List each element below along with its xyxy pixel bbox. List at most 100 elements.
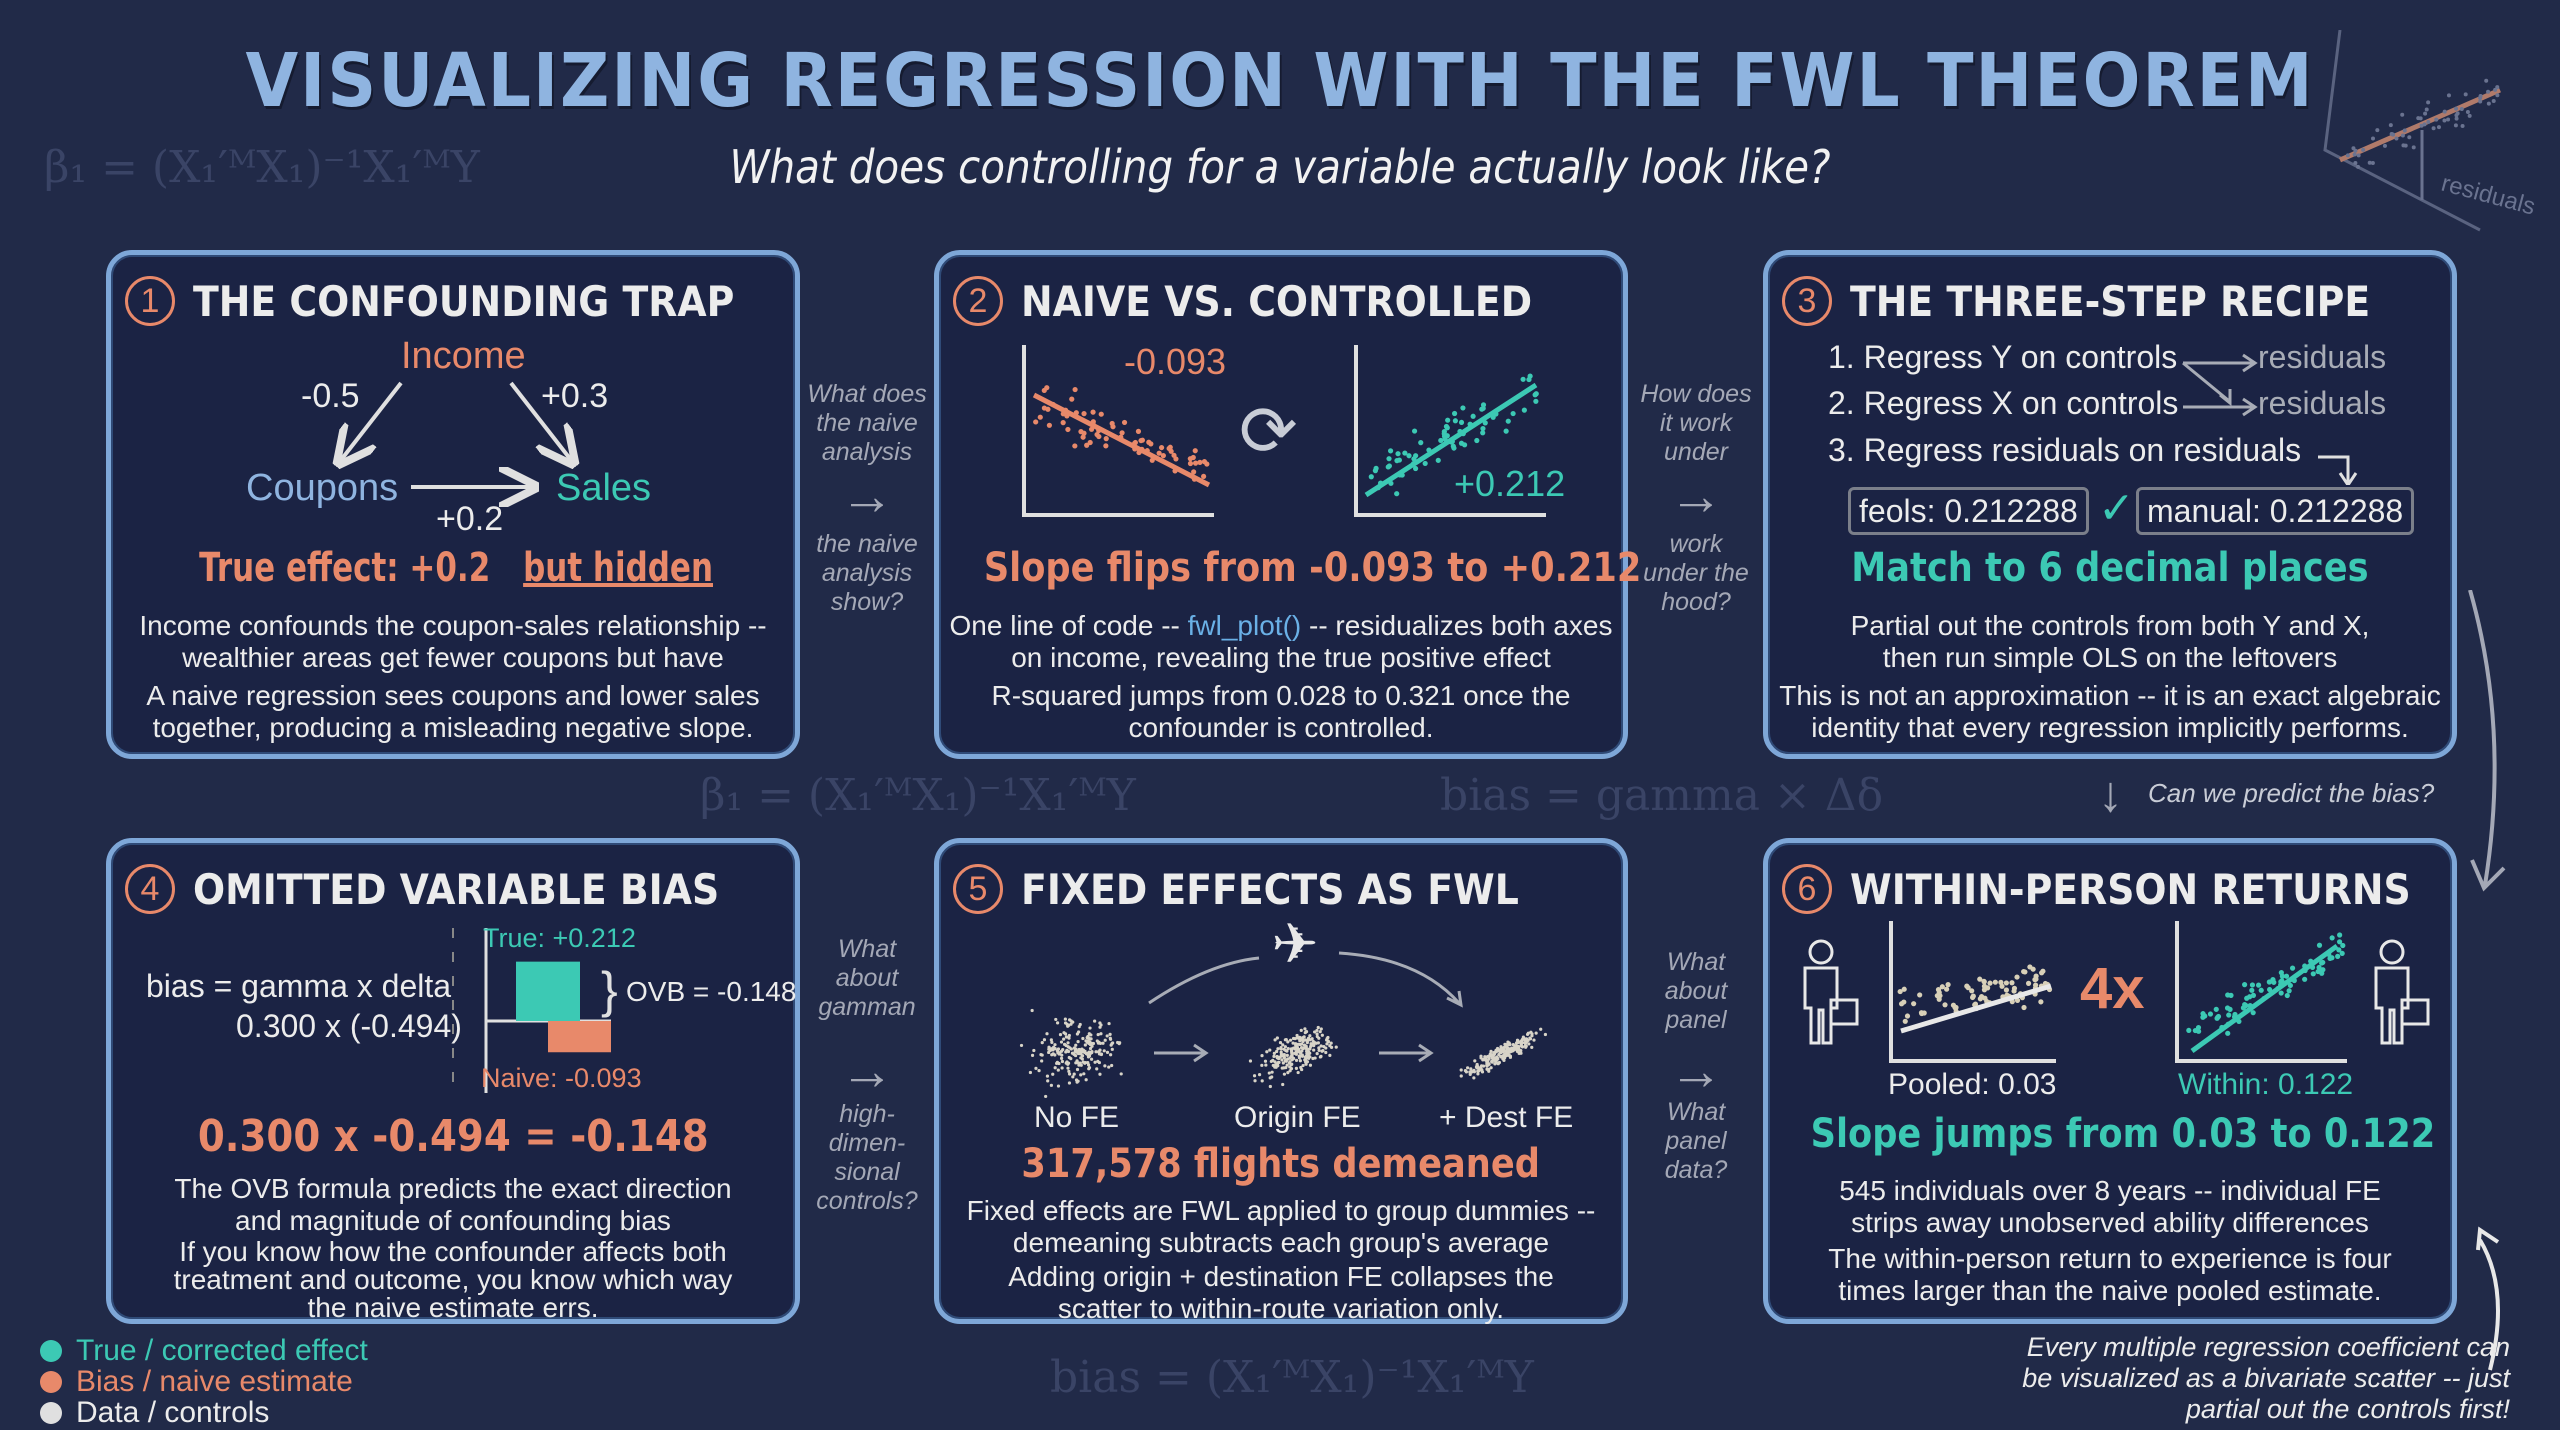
formula-bias: bias = gamma × Δδ [1440, 770, 1884, 821]
fe-cloud-diagram: ✈ [1019, 913, 1548, 1099]
cloud-dot [1088, 1026, 1092, 1030]
cloud-dot [1304, 1047, 1308, 1051]
cloud-dot [1087, 1050, 1091, 1054]
scatter-dot [1395, 451, 1401, 457]
edge-label-coupons-sales: +0.2 [436, 500, 504, 538]
ovb-label: OVB = -0.148 [626, 976, 797, 1007]
cloud-dot [1308, 1034, 1312, 1038]
cloud-dot [1040, 1053, 1044, 1057]
corner-dot [2422, 122, 2427, 127]
cloud-dot [1028, 1070, 1033, 1075]
cloud-dot [1520, 1041, 1524, 1045]
scatter-dot [1146, 439, 1152, 445]
connector-question: How does it work under [1640, 380, 1752, 466]
scatter-dot [1919, 1010, 1925, 1017]
scatter-dot [1445, 417, 1451, 423]
cloud-dot [1305, 1049, 1309, 1053]
cycle-arrows-icon: ⟳ [1239, 392, 1298, 470]
scatter-dot [2033, 982, 2039, 988]
scatter-dot [1999, 983, 2005, 989]
cloud-dot [1313, 1030, 1317, 1034]
cloud-dot [1062, 1037, 1066, 1041]
body-text-2: This is not an approximation -- it is an… [1779, 680, 2441, 743]
cloud-dot [1280, 1066, 1284, 1070]
cloud-dot [1299, 1028, 1303, 1032]
code-fwl-plot: fwl_plot() [1187, 610, 1302, 641]
scatter-dot [1060, 420, 1066, 426]
cloud-dot [1059, 1049, 1064, 1053]
cloud-dot [1075, 1032, 1080, 1036]
corner-dot [2446, 93, 2451, 98]
cloud-dot [1301, 1063, 1305, 1068]
cloud-dot [1504, 1054, 1508, 1058]
scatter-dot [1078, 429, 1084, 435]
cloud-dot [1328, 1053, 1332, 1057]
scatter-dot [1406, 453, 1412, 459]
cloud-dot [1064, 1050, 1068, 1054]
legend-dot [40, 1340, 62, 1362]
cloud-dot [1089, 1037, 1093, 1041]
cloud-dot [1268, 1048, 1272, 1052]
cloud-dot [1084, 1078, 1088, 1082]
legend-item-bias: Bias / naive estimate [40, 1365, 353, 1399]
cloud-dot [1523, 1044, 1527, 1048]
cloud-dot [1060, 1059, 1065, 1064]
scatter-dot [1046, 422, 1052, 428]
scatter-dot [1065, 426, 1071, 433]
scatter-dot [1368, 474, 1374, 480]
cloud-dot [1040, 1041, 1044, 1045]
corner-dot [2370, 160, 2375, 165]
cloud-dot [1048, 1048, 1052, 1053]
cloud-dot [1049, 1038, 1053, 1042]
cloud-dot [1275, 1049, 1279, 1054]
cloud-dot [1053, 1046, 1057, 1051]
scatter-dot [1897, 988, 1903, 995]
cloud-dot [1480, 1068, 1484, 1072]
scatter-dot [1201, 473, 1207, 480]
cloud-dot [1305, 1040, 1309, 1045]
ovb-formula: bias = gamma x delta [146, 968, 452, 1004]
cloud-dot [1050, 1053, 1054, 1057]
scatter-dot [1902, 1018, 1908, 1024]
cloud-dot [1286, 1040, 1290, 1044]
headline: 0.300 x -0.494 = -0.148 [197, 1111, 709, 1162]
corner-dot [2460, 124, 2465, 129]
cloud-dot [1320, 1049, 1324, 1053]
cloud-dot [1487, 1062, 1491, 1066]
cloud-dot [1064, 1043, 1068, 1048]
cloud-dot [1268, 1084, 1272, 1089]
cloud-dot [1489, 1066, 1493, 1070]
panel-title: NAIVE VS. CONTROLLED [1021, 276, 1533, 326]
headline-text: True effect: +0.2 [199, 545, 491, 591]
cloud-dot [1074, 1043, 1078, 1047]
cloud-dot [1054, 1017, 1058, 1022]
corner-dot [2382, 143, 2387, 148]
scatter-dot [1977, 996, 1983, 1002]
formula-fwl-top: β₁ = (X₁′ᴹX₁)⁻¹X₁′ᴹY [44, 142, 480, 193]
cloud-dot [1280, 1058, 1284, 1062]
cloud-dot [1489, 1049, 1493, 1053]
cloud-dot [1073, 1050, 1078, 1054]
body-text-1: Income confounds the coupon-sales relati… [139, 610, 767, 673]
corner-dot [2442, 109, 2447, 114]
corner-dot [2411, 145, 2416, 150]
scatter-dot [2039, 970, 2045, 976]
legend-item-data: Data / controls [40, 1396, 269, 1430]
cloud-dot [1108, 1032, 1112, 1036]
cloud-dot [1325, 1036, 1329, 1041]
cloud-dot [1283, 1045, 1287, 1049]
scatter-dot [1911, 1001, 1917, 1007]
scatter-dot [1394, 491, 1400, 497]
scatter-dot [1438, 437, 1444, 444]
cloud-dot [1077, 1063, 1081, 1067]
cloud-dot [1067, 1036, 1071, 1040]
cloud-dot [1315, 1032, 1319, 1036]
corner-dot [2424, 107, 2429, 112]
cloud-dot [1326, 1040, 1330, 1044]
corner-dot [2484, 78, 2489, 83]
scatter-dot [1479, 406, 1485, 412]
cloud-dot [1049, 1083, 1053, 1087]
headline: True effect: +0.2 but hidden [111, 545, 795, 591]
scatter-dot [1953, 1004, 1959, 1011]
cloud-dot [1053, 1066, 1057, 1070]
